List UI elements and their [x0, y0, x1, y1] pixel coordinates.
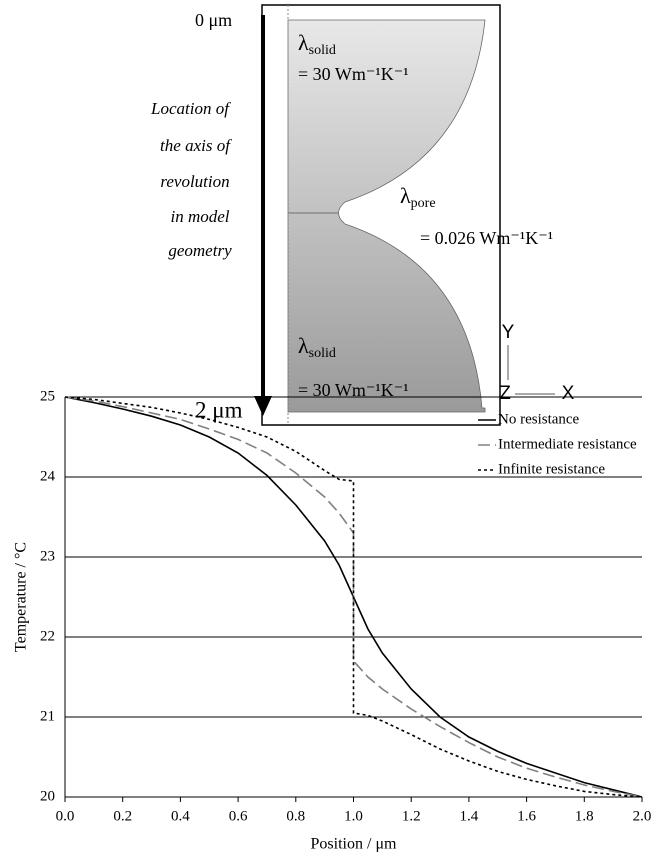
x-tick-label: 1.8	[575, 808, 594, 824]
note: in model	[170, 207, 229, 226]
x-tick-label: 0.4	[171, 808, 190, 824]
top-label: 0 μm	[195, 10, 232, 30]
x-tick-label: 0.2	[113, 808, 132, 824]
legend-label: Infinite resistance	[498, 461, 605, 477]
x-tick-label: 1.2	[402, 808, 421, 824]
note: Location of	[150, 99, 231, 118]
lambda-solid: λsolid	[298, 333, 336, 361]
lambda-solid: λsolid	[298, 30, 336, 58]
x-tick-label: 1.0	[344, 808, 363, 824]
lambda-solid-value: = 30 Wm⁻¹K⁻¹	[298, 380, 409, 400]
lambda-solid-value: = 30 Wm⁻¹K⁻¹	[298, 64, 409, 84]
axis-z: Z	[499, 383, 511, 404]
x-tick-label: 0.6	[229, 808, 248, 824]
x-tick-label: 0.0	[56, 808, 75, 824]
y-axis-title: Temperature / °C	[13, 542, 30, 652]
y-tick-label: 21	[40, 708, 55, 724]
line	[64, 396, 643, 798]
y-tick-label: 24	[40, 468, 56, 484]
x-tick-label: 0.8	[286, 808, 305, 824]
y-tick-label: 25	[40, 388, 55, 404]
lambda-pore: λpore	[400, 183, 436, 211]
chart: Position / μm Temperature / °C 20 21 22 23 2…	[13, 388, 652, 852]
axis-y: Y	[502, 322, 515, 343]
axis-x: X	[562, 383, 575, 404]
lambda-pore-value: = 0.026 Wm⁻¹K⁻¹	[420, 228, 553, 248]
geometry	[287, 19, 486, 413]
y-tick-label: 23	[40, 548, 55, 564]
y-tick-label: 20	[40, 788, 55, 804]
note: geometry	[168, 241, 232, 260]
x-tick-label: 2.0	[633, 808, 652, 824]
x-tick-label: 1.4	[460, 808, 479, 824]
arrow-head	[254, 396, 272, 416]
legend-label: No resistance	[498, 411, 580, 427]
note: the axis of	[160, 136, 232, 155]
legend-label: Intermediate resistance	[498, 436, 637, 452]
x-tick-label: 1.6	[517, 808, 536, 824]
x-axis-title: Position / μm	[311, 836, 397, 853]
diagram: 0 μm 2 μm Location of the axis of revolu…	[150, 4, 575, 426]
y-tick-label: 22	[40, 628, 55, 644]
note: revolution	[160, 172, 229, 191]
